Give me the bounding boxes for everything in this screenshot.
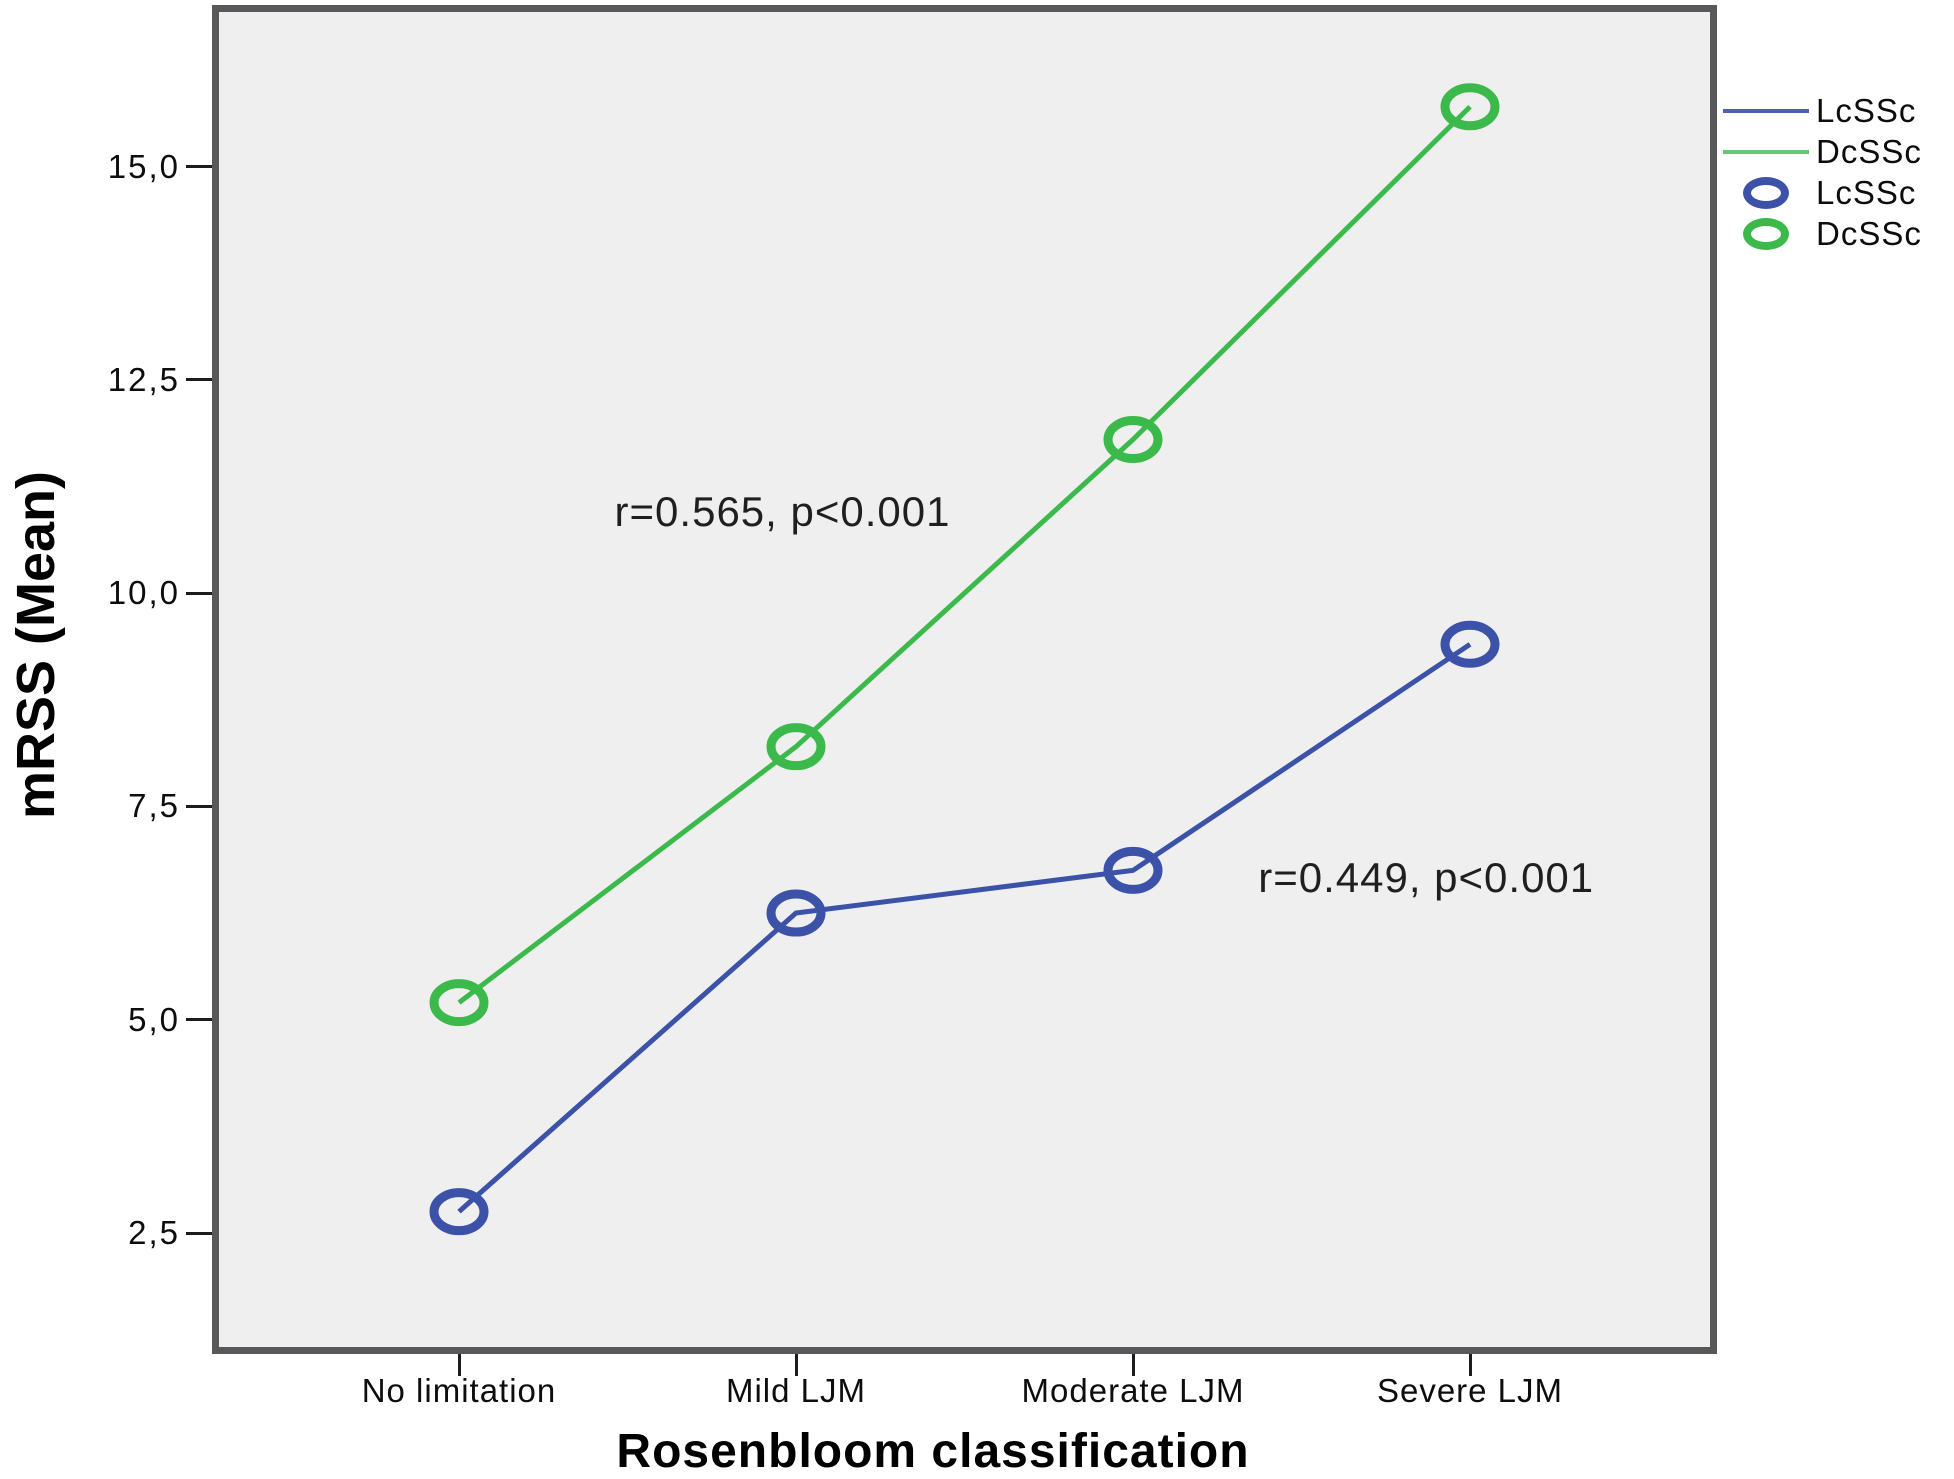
annotation-2: r=0.449, p<0.001 [1258,854,1595,902]
x-tick-label: Mild LJM [725,1372,867,1409]
y-tick-label: 2,5 [128,1214,180,1251]
legend-line-swatch [1722,108,1810,113]
legend-item-dcssc-line: DcSSc [1722,131,1952,172]
y-axis-title: mRSS (Mean) [6,470,66,820]
legend-label: DcSSc [1816,132,1922,170]
y-tick-mark [186,1231,212,1235]
y-tick-label: 15,0 [107,147,180,185]
circle-swatch-shape [1743,217,1789,250]
x-tick-mark [457,1354,461,1376]
x-tick-label: Severe LJM [1376,1372,1564,1409]
legend-label: LcSSc [1816,91,1917,129]
x-tick-mark [1131,1354,1135,1376]
legend-circle-swatch [1722,217,1810,250]
circle-swatch-shape [1743,176,1789,209]
legend-item-lcssc-circle: LcSSc [1722,172,1952,213]
x-tick-label: Moderate LJM [1021,1372,1245,1409]
line-swatch-shape [1723,108,1809,113]
x-axis-title: Rosenbloom classification [616,1425,1250,1478]
y-tick-label: 5,0 [128,1000,180,1038]
x-tick-mark [1468,1354,1472,1376]
legend-item-lcssc-line: LcSSc [1722,90,1952,131]
y-tick-label: 7,5 [128,787,180,825]
y-tick-mark [186,165,212,168]
plot-area [212,5,1717,1354]
x-tick-mark [794,1354,798,1376]
legend-circle-swatch [1722,176,1810,209]
y-tick-mark [186,1018,212,1022]
y-tick-label: 10,0 [107,574,180,612]
y-tick-mark [186,804,212,808]
legend-line-swatch [1722,149,1810,154]
x-tick-label: No limitation [361,1372,557,1409]
y-tick-mark [186,378,212,382]
y-tick-label: 12,5 [107,360,180,398]
y-tick-mark [186,591,212,595]
legend-item-dcssc-circle: DcSSc [1722,213,1952,254]
legend: LcSSc DcSSc LcSSc DcSSc [1722,90,1952,254]
legend-label: DcSSc [1816,214,1922,252]
line-swatch-shape [1723,149,1809,154]
legend-label: LcSSc [1816,173,1917,211]
annotation-1: r=0.565, p<0.001 [614,488,951,536]
